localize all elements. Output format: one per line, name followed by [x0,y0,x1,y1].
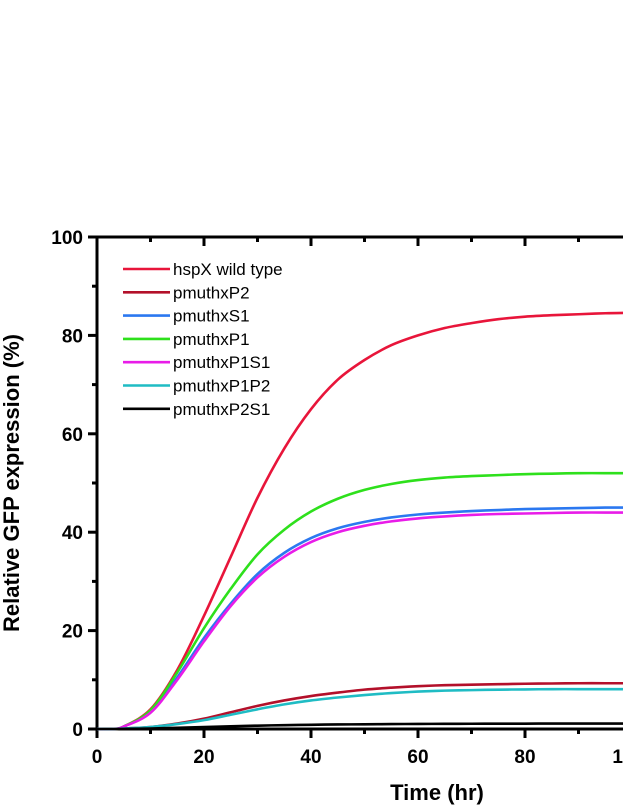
x-tick-label: 80 [514,747,535,768]
legend-label-4: pmuthxP1S1 [173,353,270,372]
y-tick-label: 40 [62,523,83,544]
legend-label-5: pmuthxP1P2 [173,377,270,396]
legend-label-6: pmuthxP2S1 [173,400,270,419]
y-tick-label: 100 [51,228,83,249]
y-tick-label: 80 [62,326,83,347]
series-line-6 [96,722,623,731]
series-lines [96,311,623,731]
y-tick-label: 0 [72,720,83,741]
x-tick-label: 40 [300,747,321,768]
legend-label-2: pmuthxS1 [173,307,250,326]
x-tick-label: 60 [407,747,428,768]
legend-label-0: hspX wild type [173,260,283,279]
axes: 0 20 40 60 80 1 0 20 40 60 80 100 [51,228,623,768]
y-tick-label: 20 [62,622,83,643]
x-axis-title: Time (hr) [390,780,484,805]
x-tick-label: 0 [92,747,103,768]
y-axis-title: Relative GFP expression (%) [0,334,24,632]
legend-label-1: pmuthxP2 [173,283,250,302]
legend: hspX wild type pmuthxP2 pmuthxS1 pmuthxP1 pm… [123,260,283,419]
x-tick-label: 20 [193,747,214,768]
series-line-0 [96,311,623,731]
series-line-5 [96,687,623,731]
y-tick-label: 60 [62,425,83,446]
legend-label-3: pmuthxP1 [173,330,250,349]
series-line-4 [96,511,623,731]
series-line-3 [96,471,623,731]
x-tick-label: 1 [612,747,623,768]
